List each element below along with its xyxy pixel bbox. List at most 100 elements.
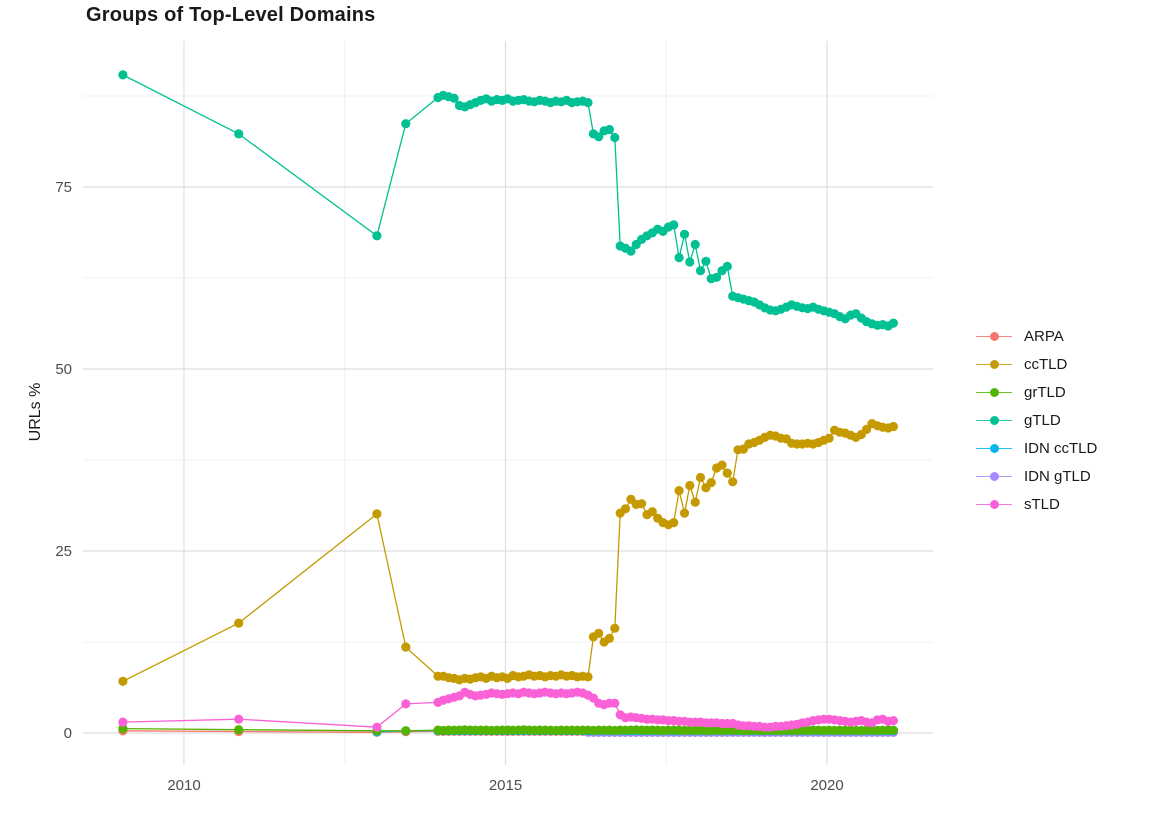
series-grtld-point xyxy=(234,725,244,735)
x-tick-label: 2015 xyxy=(489,777,522,794)
legend-label: IDN ccTLD xyxy=(1024,439,1098,457)
series-stld-point xyxy=(372,722,382,732)
series-cctld-point xyxy=(118,676,128,686)
series-cctld-point xyxy=(583,672,593,682)
y-tick-label: 50 xyxy=(55,361,72,378)
series-gtld xyxy=(118,70,899,331)
gridlines-major xyxy=(83,41,933,765)
series-grtld-point xyxy=(118,724,128,734)
series-gtld-point xyxy=(674,253,684,263)
legend-item-arpa: ARPA xyxy=(976,322,1097,350)
series-gtld-point xyxy=(401,119,411,129)
series-gtld-point xyxy=(888,318,899,328)
series-gtld-point xyxy=(583,98,593,108)
legend-key-icon xyxy=(976,442,1012,454)
axis-tick-labels: 0 25 50 75 2010 2015 2020 xyxy=(55,179,843,794)
legend-item-grtld: grTLD xyxy=(976,378,1097,406)
series-gtld-point xyxy=(685,257,695,267)
series-gtld-point xyxy=(690,239,700,250)
legend-key-icon xyxy=(976,470,1012,482)
series-cctld-point xyxy=(728,477,738,487)
legend-key-dot xyxy=(989,415,999,425)
legend-label: sTLD xyxy=(1024,495,1060,513)
series-gtld-point xyxy=(234,129,244,139)
series-gtld-point xyxy=(712,272,722,282)
legend-key-dot xyxy=(989,499,999,509)
series-cctld-point xyxy=(669,518,679,528)
series-gtld-point xyxy=(372,231,382,241)
series-cctld-point xyxy=(647,507,657,517)
series-cctld-point xyxy=(372,509,382,519)
legend-item-idn-gtld: IDN gTLD xyxy=(976,462,1097,490)
series-cctld-point xyxy=(679,508,690,518)
series-cctld-point xyxy=(685,480,695,491)
series-gtld-line xyxy=(122,74,894,327)
series-cctld-point xyxy=(690,497,700,507)
series-gtld-point xyxy=(701,256,711,266)
legend-label: ccTLD xyxy=(1024,355,1068,373)
series-cctld-line xyxy=(122,422,894,682)
series-gtld-point xyxy=(610,132,620,143)
series-cctld-point xyxy=(604,633,615,644)
series-gtld-point xyxy=(449,93,459,103)
legend-label: grTLD xyxy=(1024,383,1066,401)
legend-key-icon xyxy=(976,414,1012,426)
series-gtld-point xyxy=(722,261,732,271)
legend-key-icon xyxy=(976,498,1012,510)
series-cctld-point xyxy=(610,623,620,633)
y-tick-label: 25 xyxy=(55,543,72,560)
legend-key-dot xyxy=(989,443,999,453)
series-stld-point xyxy=(118,717,128,727)
y-tick-label: 0 xyxy=(64,725,72,742)
series-gtld-point xyxy=(604,124,615,135)
series-cctld-point xyxy=(706,478,716,488)
series-cctld-point xyxy=(594,628,604,638)
series-gtld-point xyxy=(118,70,128,80)
series-grtld-point xyxy=(401,726,411,736)
legend-label: ARPA xyxy=(1024,327,1064,345)
legend-item-idn-cctld: IDN ccTLD xyxy=(976,434,1097,462)
series-cctld-point xyxy=(674,486,684,496)
series-cctld-point xyxy=(401,642,411,652)
x-tick-label: 2020 xyxy=(810,777,843,794)
series-cctld-point xyxy=(620,504,631,514)
series-grtld-point xyxy=(888,725,899,735)
series-stld-point xyxy=(610,698,620,708)
legend-key-dot xyxy=(989,471,999,481)
series-stld-point xyxy=(401,699,411,709)
series-gtld-point xyxy=(695,266,706,276)
series-cctld-point xyxy=(824,433,834,443)
legend-item-stld: sTLD xyxy=(976,490,1097,518)
series-stld-point xyxy=(888,716,899,726)
series-cctld-point xyxy=(862,424,872,434)
legend: ARPA ccTLD grTLD gTLD IDN ccTLD IDN gTLD sTLD xyxy=(976,322,1097,518)
series-stld xyxy=(118,687,899,732)
series-gtld-point xyxy=(669,220,679,230)
legend-item-cctld: ccTLD xyxy=(976,350,1097,378)
y-axis-title: URLs % xyxy=(27,382,44,442)
legend-key-dot xyxy=(989,359,999,369)
series-cctld-point xyxy=(722,468,732,478)
chart-title: Groups of Top-Level Domains xyxy=(86,4,376,26)
legend-key-icon xyxy=(976,386,1012,398)
series-cctld xyxy=(118,419,899,686)
legend-key-icon xyxy=(976,358,1012,370)
gridlines-minor xyxy=(83,41,933,765)
legend-key-icon xyxy=(976,330,1012,342)
legend-label: gTLD xyxy=(1024,411,1061,429)
legend-item-gtld: gTLD xyxy=(976,406,1097,434)
series-gtld-point xyxy=(594,132,604,142)
series-cctld-point xyxy=(637,499,647,509)
series-cctld-point xyxy=(234,618,244,628)
legend-key-dot xyxy=(989,331,999,341)
series-stld-point xyxy=(234,714,244,724)
series-cctld-point xyxy=(695,472,706,483)
series-cctld-point xyxy=(888,421,899,432)
series-cctld-point xyxy=(717,460,727,470)
y-tick-label: 75 xyxy=(55,179,72,196)
x-tick-label: 2010 xyxy=(167,777,200,794)
legend-label: IDN gTLD xyxy=(1024,467,1091,485)
legend-key-dot xyxy=(989,387,999,397)
